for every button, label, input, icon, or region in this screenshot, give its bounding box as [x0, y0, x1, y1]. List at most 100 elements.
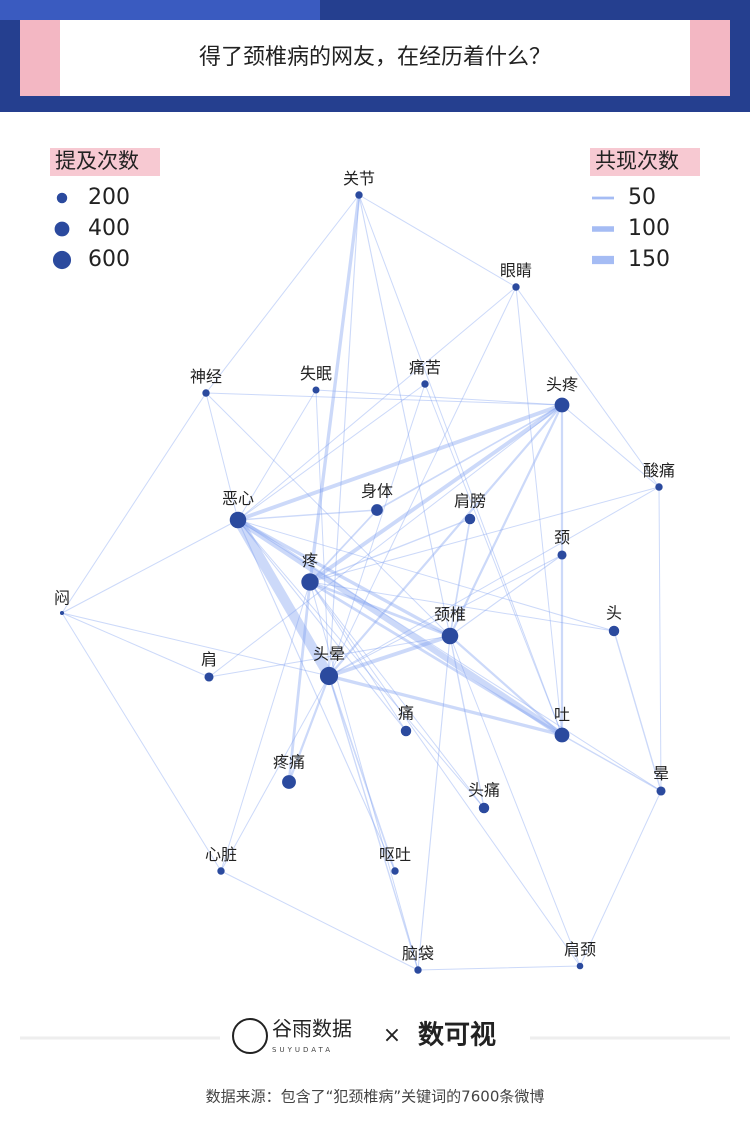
node-label: 神经: [190, 367, 222, 386]
node: [557, 550, 567, 560]
node: [441, 627, 459, 645]
edge: [205, 194, 360, 394]
node-label: 头晕: [313, 644, 345, 663]
edge: [205, 392, 239, 521]
edge: [287, 674, 331, 784]
edge: [309, 581, 407, 732]
node: [371, 504, 383, 516]
edge: [237, 509, 378, 521]
size-legend-mark: [56, 192, 68, 204]
node: [576, 962, 584, 970]
edge: [579, 790, 662, 967]
edge: [236, 518, 452, 638]
separator: ×: [383, 1023, 401, 1048]
edge: [61, 612, 330, 677]
node-label: 颈椎: [434, 605, 466, 624]
node: [414, 966, 422, 974]
edge: [308, 580, 564, 737]
edge: [449, 554, 563, 637]
edge: [449, 635, 581, 967]
legend-title-bg: [50, 148, 160, 176]
edges: [61, 193, 662, 971]
edge: [220, 870, 419, 971]
legend-title-bg: [590, 148, 700, 176]
edge: [358, 194, 451, 637]
edge: [237, 383, 426, 521]
chart-title: 得了颈椎病的网友，在经历着什么？: [199, 45, 551, 70]
node: [319, 666, 339, 686]
width-legend-label: 150: [628, 247, 670, 272]
edge: [61, 392, 207, 614]
edge: [309, 518, 471, 583]
edge: [309, 581, 581, 967]
brand-a: 谷雨数据: [272, 1017, 352, 1041]
node-label: 疼: [302, 551, 318, 570]
edge: [358, 194, 517, 288]
edge: [328, 286, 517, 677]
brand-b: 数可视: [418, 1021, 496, 1051]
header-accent: [0, 0, 320, 20]
edge: [376, 404, 563, 511]
edge: [449, 635, 485, 809]
node: [512, 283, 520, 291]
node-label: 脑袋: [402, 944, 434, 963]
edge: [358, 194, 563, 736]
width-legend-label: 100: [628, 216, 670, 241]
edge: [208, 635, 451, 678]
node: [355, 191, 363, 199]
node-label: 痛苦: [409, 358, 441, 377]
node: [608, 625, 620, 637]
brand-a-logo: [232, 1018, 268, 1054]
edge: [220, 675, 330, 872]
edge: [61, 612, 210, 678]
node-label: 眼睛: [500, 261, 532, 280]
node: [554, 397, 570, 413]
edge: [515, 286, 660, 488]
edge: [328, 554, 563, 677]
node: [656, 786, 666, 796]
node: [202, 389, 210, 397]
node-label: 肩颈: [564, 940, 596, 959]
edge: [315, 389, 330, 677]
node: [478, 802, 490, 814]
node-label: 心脏: [205, 845, 237, 864]
title-box: [60, 20, 690, 96]
edge: [561, 734, 662, 792]
node-label: 疼痛: [273, 753, 305, 772]
edge: [309, 581, 419, 971]
edge: [658, 486, 662, 792]
node-label: 肩膀: [454, 491, 486, 510]
node-label: 头痛: [468, 780, 500, 799]
node: [301, 573, 319, 591]
node-label: 肩: [201, 650, 217, 669]
size-legend-mark: [52, 250, 72, 270]
legends: 200 400 600 50 100 150: [52, 185, 670, 272]
edge: [237, 389, 317, 521]
node-label: 身体: [361, 482, 393, 501]
node-label: 晕: [653, 764, 669, 783]
node-label: 酸痛: [643, 461, 675, 480]
edge: [308, 403, 564, 584]
node-label: 关节: [343, 169, 375, 188]
edge: [613, 630, 662, 792]
edge: [309, 486, 660, 583]
node: [655, 483, 663, 491]
node: [282, 775, 296, 789]
node-label: 颈: [554, 528, 570, 547]
node: [400, 725, 412, 737]
edge: [448, 403, 564, 638]
edge: [208, 404, 563, 678]
edge: [327, 403, 564, 678]
edge: [61, 612, 222, 872]
edge: [61, 519, 239, 614]
edge: [309, 509, 378, 583]
size-legend-label: 400: [88, 216, 130, 241]
edge: [308, 193, 361, 584]
edge: [328, 486, 660, 677]
edge: [315, 389, 563, 406]
edge: [449, 518, 471, 637]
edge: [328, 194, 360, 677]
node: [464, 513, 476, 525]
edge: [515, 286, 563, 736]
